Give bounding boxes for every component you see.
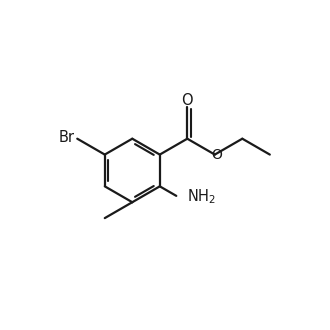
Text: O: O [212, 148, 222, 162]
Text: Br: Br [58, 130, 74, 146]
Text: NH$_2$: NH$_2$ [187, 188, 216, 207]
Text: O: O [182, 93, 193, 108]
